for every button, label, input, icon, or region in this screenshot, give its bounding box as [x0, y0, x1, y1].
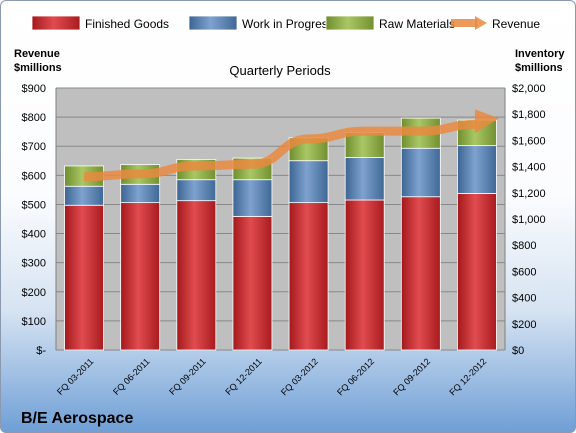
left-axis-label-line2: $millions	[14, 62, 62, 74]
legend-label: Raw Materials	[379, 17, 455, 31]
right-tick-label: $2,000	[512, 83, 546, 95]
legend-label: Work in Progress	[242, 17, 334, 31]
raw-materials-legend-swatch	[325, 15, 375, 31]
category-label: FQ 06-2011	[111, 356, 152, 397]
chart-title: Quarterly Periods	[229, 63, 331, 78]
finished-goods-bar	[400, 196, 441, 351]
company-name: B/E Aerospace	[21, 410, 133, 427]
left-tick-label: $300	[22, 258, 46, 270]
finished-goods-bar	[64, 204, 104, 351]
left-tick-label: $900	[22, 83, 46, 95]
right-tick-label: $1,600	[512, 135, 546, 147]
category-label: FQ 03-2012	[279, 356, 320, 397]
category-label: FQ 06-2012	[335, 356, 376, 397]
finished-goods-bar	[176, 200, 217, 351]
right-tick-label: $600	[512, 266, 536, 278]
finished-goods-bar	[457, 193, 497, 351]
right-axis-label-line2: $millions	[515, 62, 563, 74]
right-axis-label-line1: Inventory	[515, 48, 565, 60]
right-tick-label: $0	[512, 345, 524, 357]
left-tick-label: $500	[22, 199, 46, 211]
finished-goods-bar	[232, 215, 273, 351]
finished-goods-bar	[120, 202, 161, 351]
finished-goods-legend-swatch	[31, 15, 81, 31]
finished-goods-bar	[288, 202, 329, 351]
bar-series	[64, 117, 497, 351]
work-in-progress-legend-swatch	[188, 15, 238, 31]
left-tick-label: $200	[22, 287, 46, 299]
right-tick-label: $1,200	[512, 188, 546, 200]
work-in-progress-bar	[176, 179, 217, 202]
right-tick-label: $400	[512, 293, 536, 305]
work-in-progress-bar	[457, 145, 497, 194]
work-in-progress-bar	[288, 160, 329, 204]
right-tick-label: $1,400	[512, 162, 546, 174]
left-tick-label: $400	[22, 229, 46, 241]
right-tick-label: $200	[512, 319, 536, 331]
right-tick-label: $1,800	[512, 109, 546, 121]
left-tick-label: $800	[22, 112, 46, 124]
revenue-legend-arrowhead	[475, 16, 487, 30]
left-axis-label-line1: Revenue	[14, 48, 60, 60]
work-in-progress-bar	[232, 179, 273, 217]
left-tick-label: $700	[22, 141, 46, 153]
revenue-line	[84, 109, 499, 182]
category-label: FQ 12-2012	[447, 356, 488, 397]
right-tick-label: $800	[512, 240, 536, 252]
finished-goods-bar	[344, 199, 385, 351]
category-label: FQ 03-2011	[55, 356, 96, 397]
work-in-progress-bar	[64, 185, 104, 206]
left-tick-label: $-	[36, 345, 46, 357]
legend: Finished Goods Work in Progress Raw Materi…	[31, 15, 540, 31]
legend-label: Finished Goods	[85, 17, 169, 31]
legend-label: Revenue	[492, 17, 540, 31]
category-label: FQ 12-2011	[223, 356, 264, 397]
left-tick-label: $600	[22, 170, 46, 182]
right-tick-label: $1,000	[512, 214, 546, 226]
work-in-progress-bar	[344, 157, 385, 201]
category-label: FQ 09-2011	[167, 356, 208, 397]
work-in-progress-bar	[400, 147, 441, 198]
category-label: FQ 09-2012	[391, 356, 432, 397]
left-tick-label: $100	[22, 316, 46, 328]
revenue-arrowhead	[474, 109, 499, 134]
raw-materials-bar	[344, 132, 385, 158]
work-in-progress-bar	[120, 183, 161, 204]
revenue-line-path	[84, 119, 477, 182]
